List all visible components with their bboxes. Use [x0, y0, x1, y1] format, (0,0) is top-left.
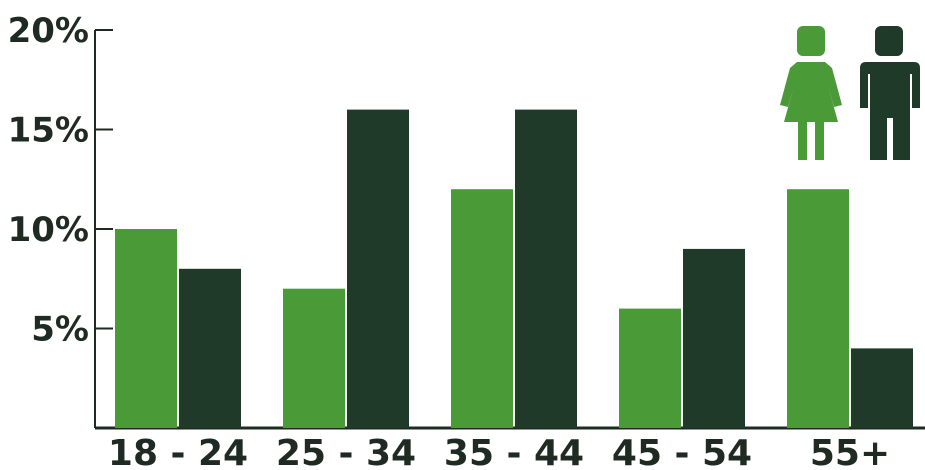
bar-male — [347, 109, 409, 428]
bar-female — [451, 189, 513, 428]
male-figure-icon — [860, 26, 920, 160]
legend — [780, 26, 920, 160]
y-tick-label: 5% — [31, 310, 89, 350]
x-axis-labels: 18 - 24 25 - 34 35 - 44 45 - 54 55+ — [108, 433, 890, 470]
y-tick-label: 20% — [8, 11, 89, 51]
x-category-label: 55+ — [810, 433, 890, 470]
bar-female — [283, 288, 345, 428]
plot-area: 5% 10% 15% 20% 18 - 24 25 - 34 35 - 44 45 - 54… — [8, 11, 925, 470]
bar-male — [179, 268, 241, 428]
x-category-label: 18 - 24 — [108, 433, 248, 470]
x-category-label: 35 - 44 — [444, 433, 584, 470]
bar-male — [851, 348, 913, 428]
female-figure-icon — [780, 26, 842, 160]
bar-male — [683, 248, 745, 428]
bars — [115, 109, 913, 428]
bar-female — [619, 308, 681, 428]
y-tick-label: 10% — [8, 210, 89, 250]
x-category-label: 45 - 54 — [612, 433, 752, 470]
y-axis-ticks: 5% 10% 15% 20% — [8, 11, 113, 350]
bar-female — [787, 189, 849, 428]
x-category-label: 25 - 34 — [276, 433, 416, 470]
bar-male — [515, 109, 577, 428]
bar-female — [115, 229, 177, 428]
y-tick-label: 15% — [8, 111, 89, 151]
